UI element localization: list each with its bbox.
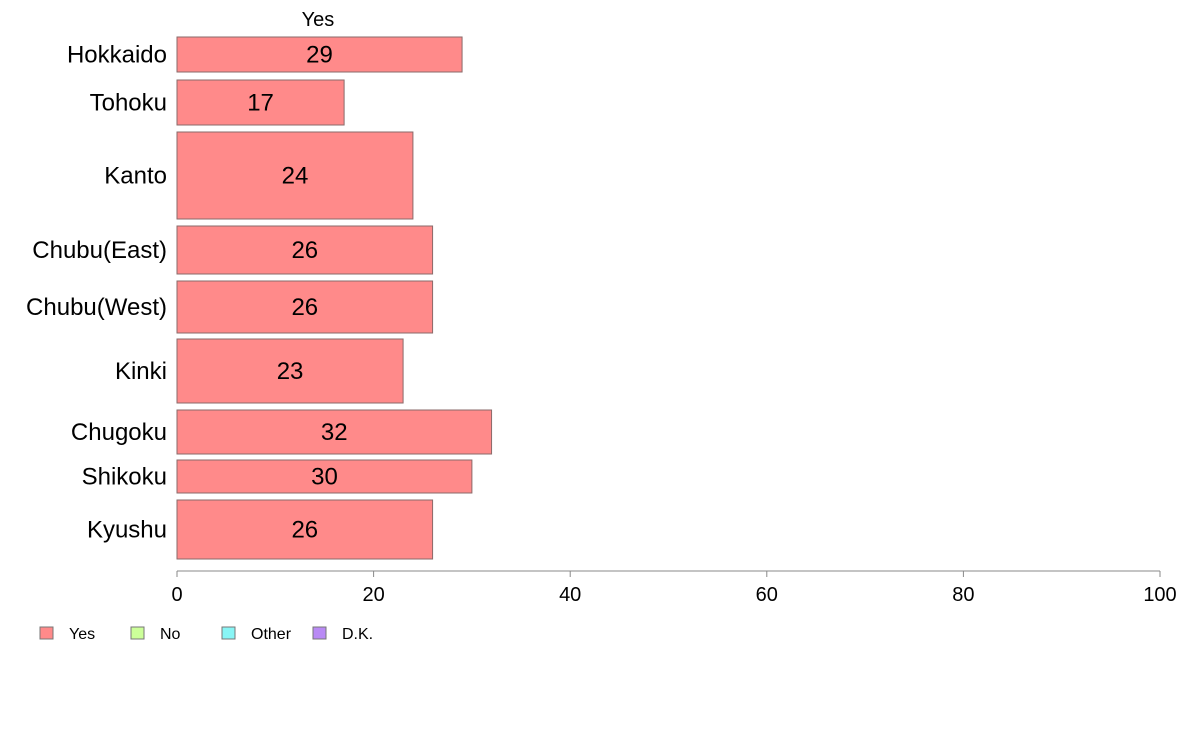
bar (176, 131, 414, 220)
bar-value-label: 26 (291, 517, 318, 544)
category-label: Tohoku (90, 90, 167, 117)
bar (176, 79, 345, 126)
legend: Yes No Other D.K. (39, 626, 373, 643)
legend-swatch (312, 626, 327, 640)
bar (176, 459, 473, 494)
category-label: Chubu(East) (32, 237, 167, 264)
legend-label: No (160, 626, 181, 643)
x-tick-label: 20 (362, 584, 384, 606)
x-axis: 0 20 40 60 80 100 (171, 570, 1177, 606)
legend-swatch (221, 626, 236, 640)
legend-swatch (130, 626, 145, 640)
bar-value-label: 23 (277, 358, 304, 385)
category-label: Kyushu (87, 517, 167, 544)
legend-label: D.K. (342, 626, 373, 643)
bar (176, 225, 434, 275)
series-title: Yes (302, 9, 335, 31)
bar-value-label: 24 (282, 163, 309, 190)
bar-value-label: 32 (321, 419, 348, 446)
bar (176, 499, 434, 560)
x-tick-label: 60 (756, 584, 778, 606)
bars-group: Hokkaido 29 Tohoku 17 Kanto 24 Chubu(East) 26 Ch… (26, 36, 493, 560)
category-label: Shikoku (82, 464, 167, 491)
bar-value-label: 30 (311, 464, 338, 491)
category-label: Kanto (104, 163, 167, 190)
x-tick-label: 0 (171, 584, 182, 606)
category-label: Chugoku (71, 419, 167, 446)
x-tick-label: 40 (559, 584, 581, 606)
x-tick-label: 100 (1143, 584, 1176, 606)
bar-value-label: 26 (291, 294, 318, 321)
x-tick-label: 80 (952, 584, 974, 606)
bar (176, 409, 493, 455)
bar-value-label: 26 (291, 237, 318, 264)
legend-swatch (39, 626, 54, 640)
legend-label: Yes (69, 626, 95, 643)
bar-value-label: 17 (247, 90, 274, 117)
category-label: Hokkaido (67, 42, 167, 69)
category-label: Chubu(West) (26, 294, 167, 321)
bar (176, 36, 463, 73)
category-label: Kinki (115, 358, 167, 385)
bar (176, 338, 404, 404)
bar (176, 280, 434, 334)
bar-value-label: 29 (306, 42, 333, 69)
legend-label: Other (251, 626, 292, 643)
